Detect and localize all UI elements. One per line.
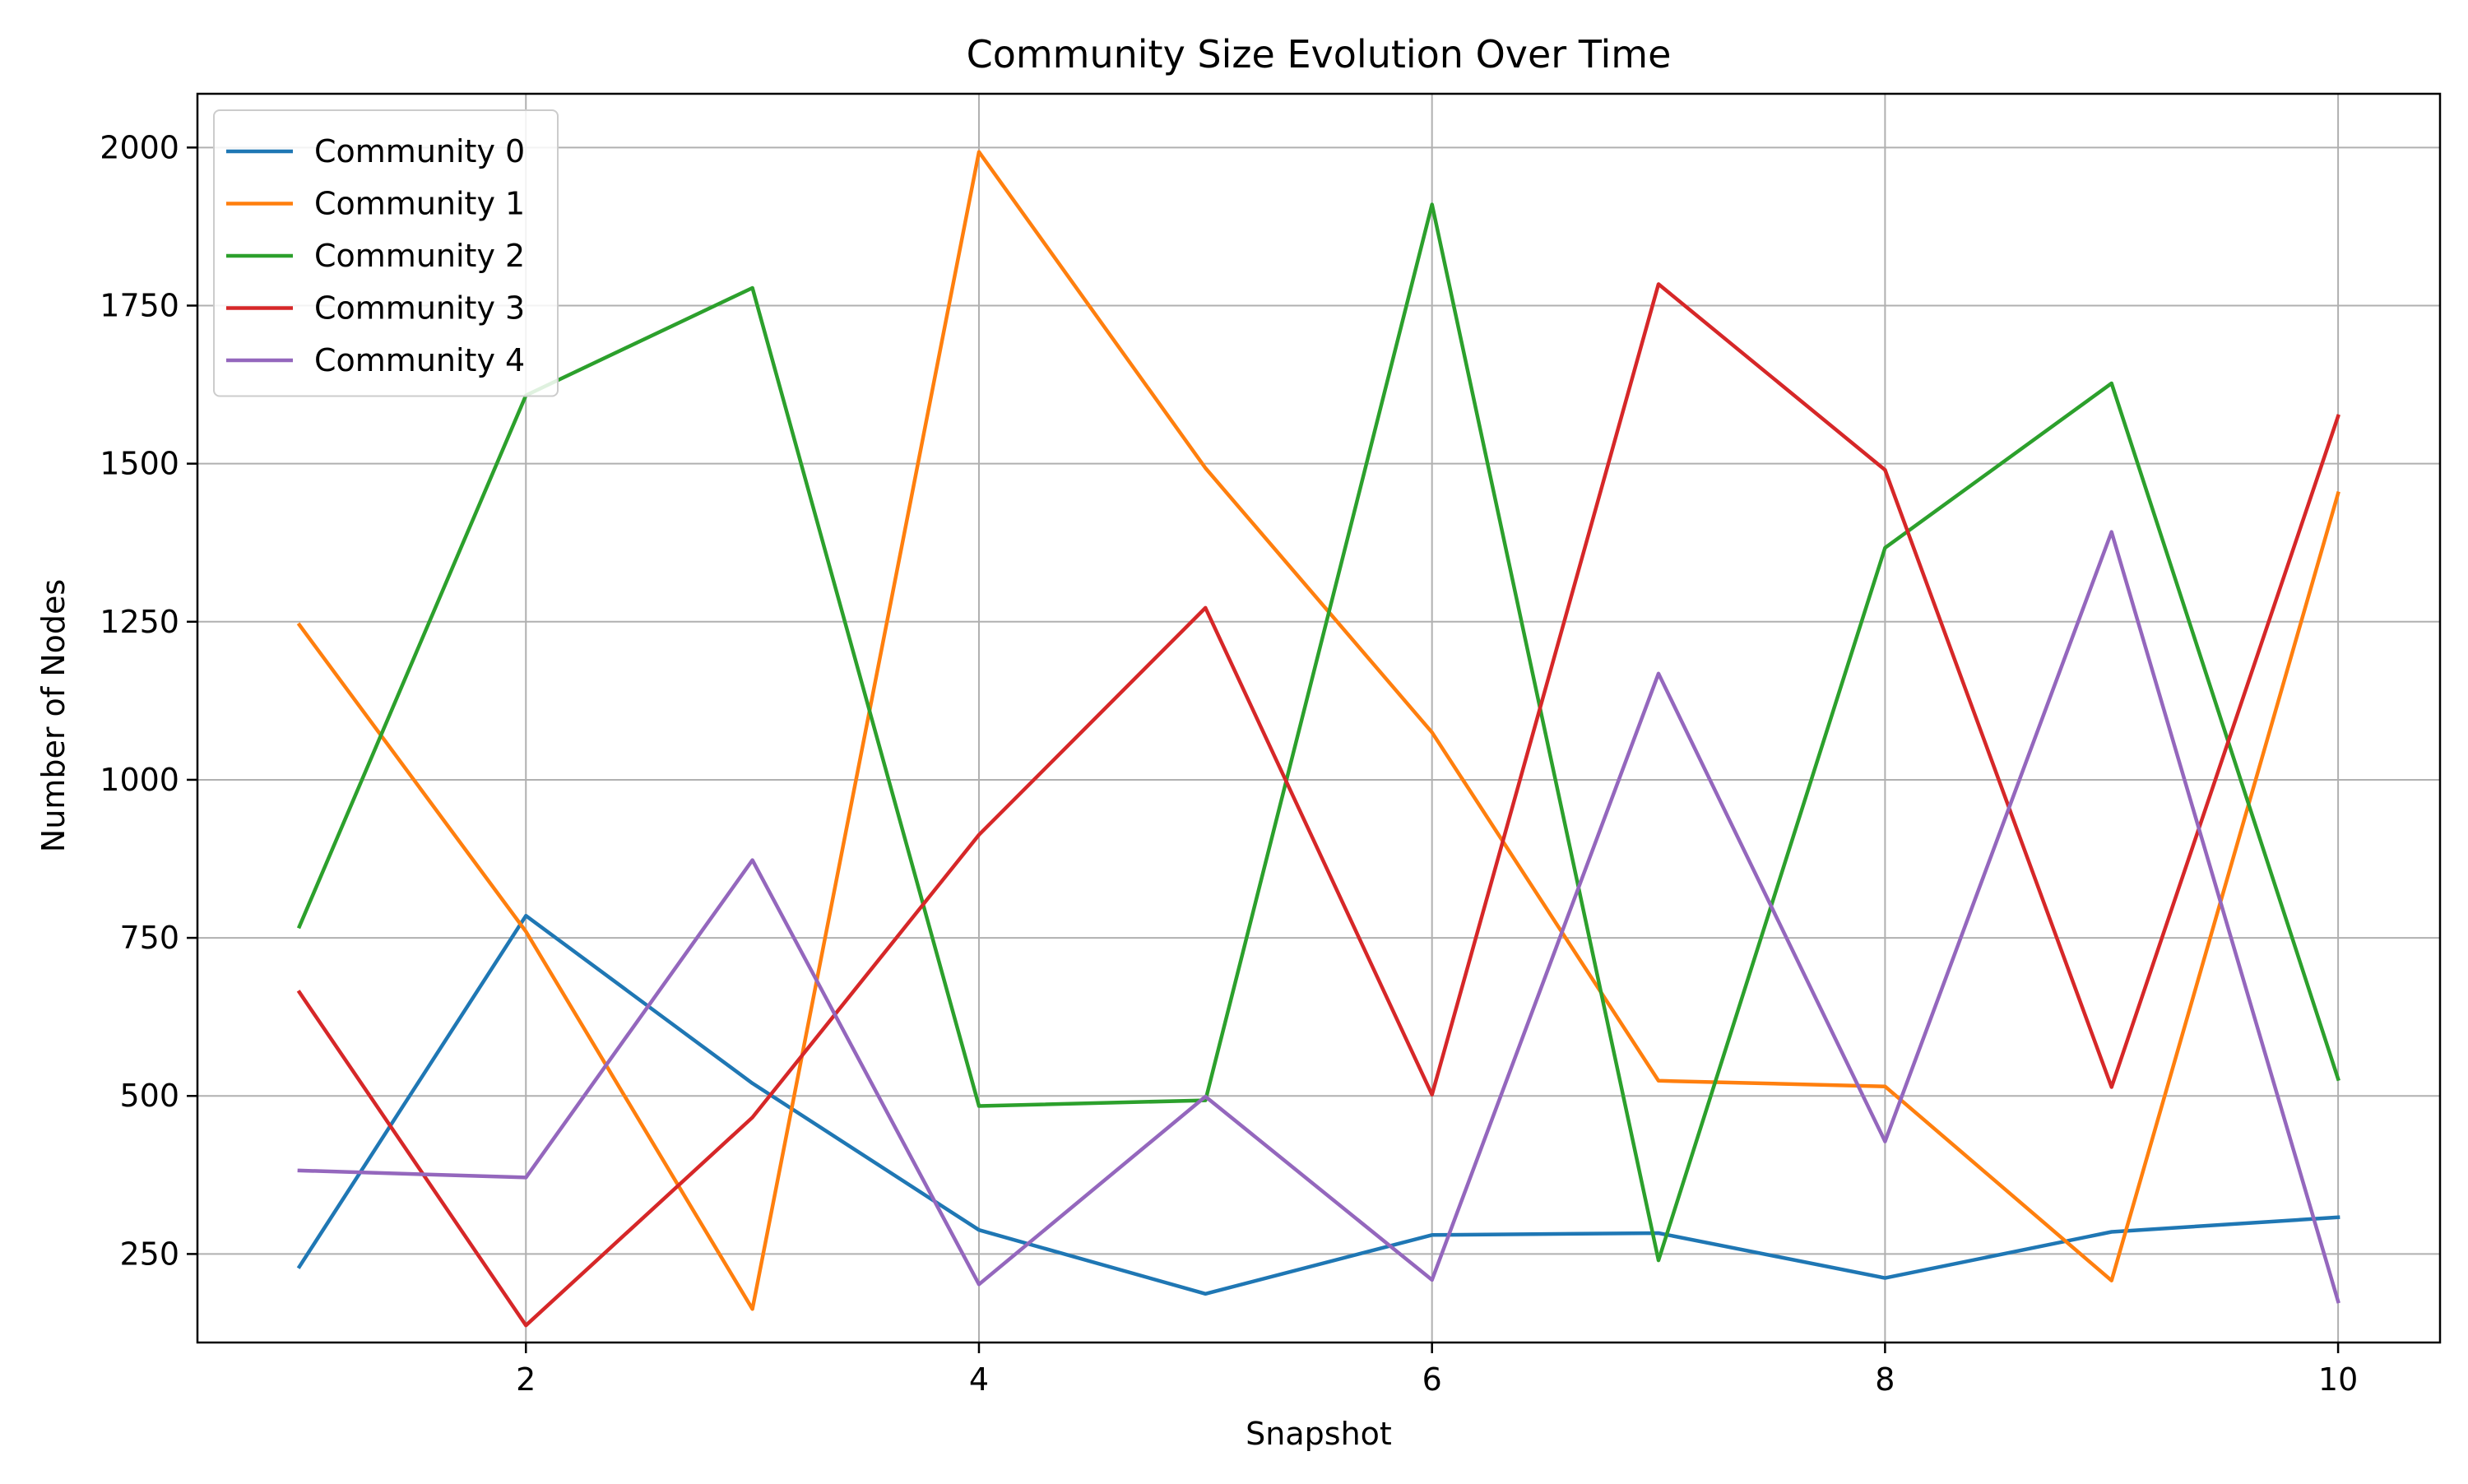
legend-label: Community 1 [314,186,525,222]
y-tick-label: 1750 [100,287,179,323]
x-tick-label: 10 [2318,1361,2358,1398]
y-tick-label: 1250 [100,604,179,640]
x-tick-label: 4 [969,1361,989,1398]
x-tick-label: 6 [1422,1361,1442,1398]
legend-label: Community 2 [314,238,525,274]
chart-title: Community Size Evolution Over Time [967,32,1672,77]
tick-layer: 2 4 6 8 10 250 500 750 1000 1250 1500 1750 2000 [100,129,2358,1398]
x-axis-title: Snapshot [1246,1416,1392,1452]
y-tick-label: 1500 [100,446,179,482]
y-tick-label: 250 [119,1236,179,1272]
y-tick-label: 1000 [100,762,179,798]
series-line-community-0 [296,913,2340,1296]
legend-label: Community 4 [314,342,525,378]
series-line-community-3 [296,282,2340,1328]
y-axis-title: Number of Nodes [35,579,72,852]
grid-layer [197,94,2440,1343]
x-tick-label: 2 [516,1361,536,1398]
y-tick-label: 500 [119,1078,179,1114]
legend: Community 0 Community 1 Community 2 Communi… [213,109,559,397]
legend-box [213,109,559,397]
legend-label: Community 0 [314,133,525,169]
y-tick-label: 2000 [100,129,179,165]
series-line-community-4 [297,530,2340,1304]
series-layer [296,150,2340,1328]
y-tick-label: 750 [119,920,179,956]
series-line-community-2 [296,202,2340,1263]
plot-frame [196,92,2442,1344]
series-line-community-1 [296,150,2340,1311]
x-tick-label: 8 [1875,1361,1895,1398]
legend-label: Community 3 [314,290,525,327]
